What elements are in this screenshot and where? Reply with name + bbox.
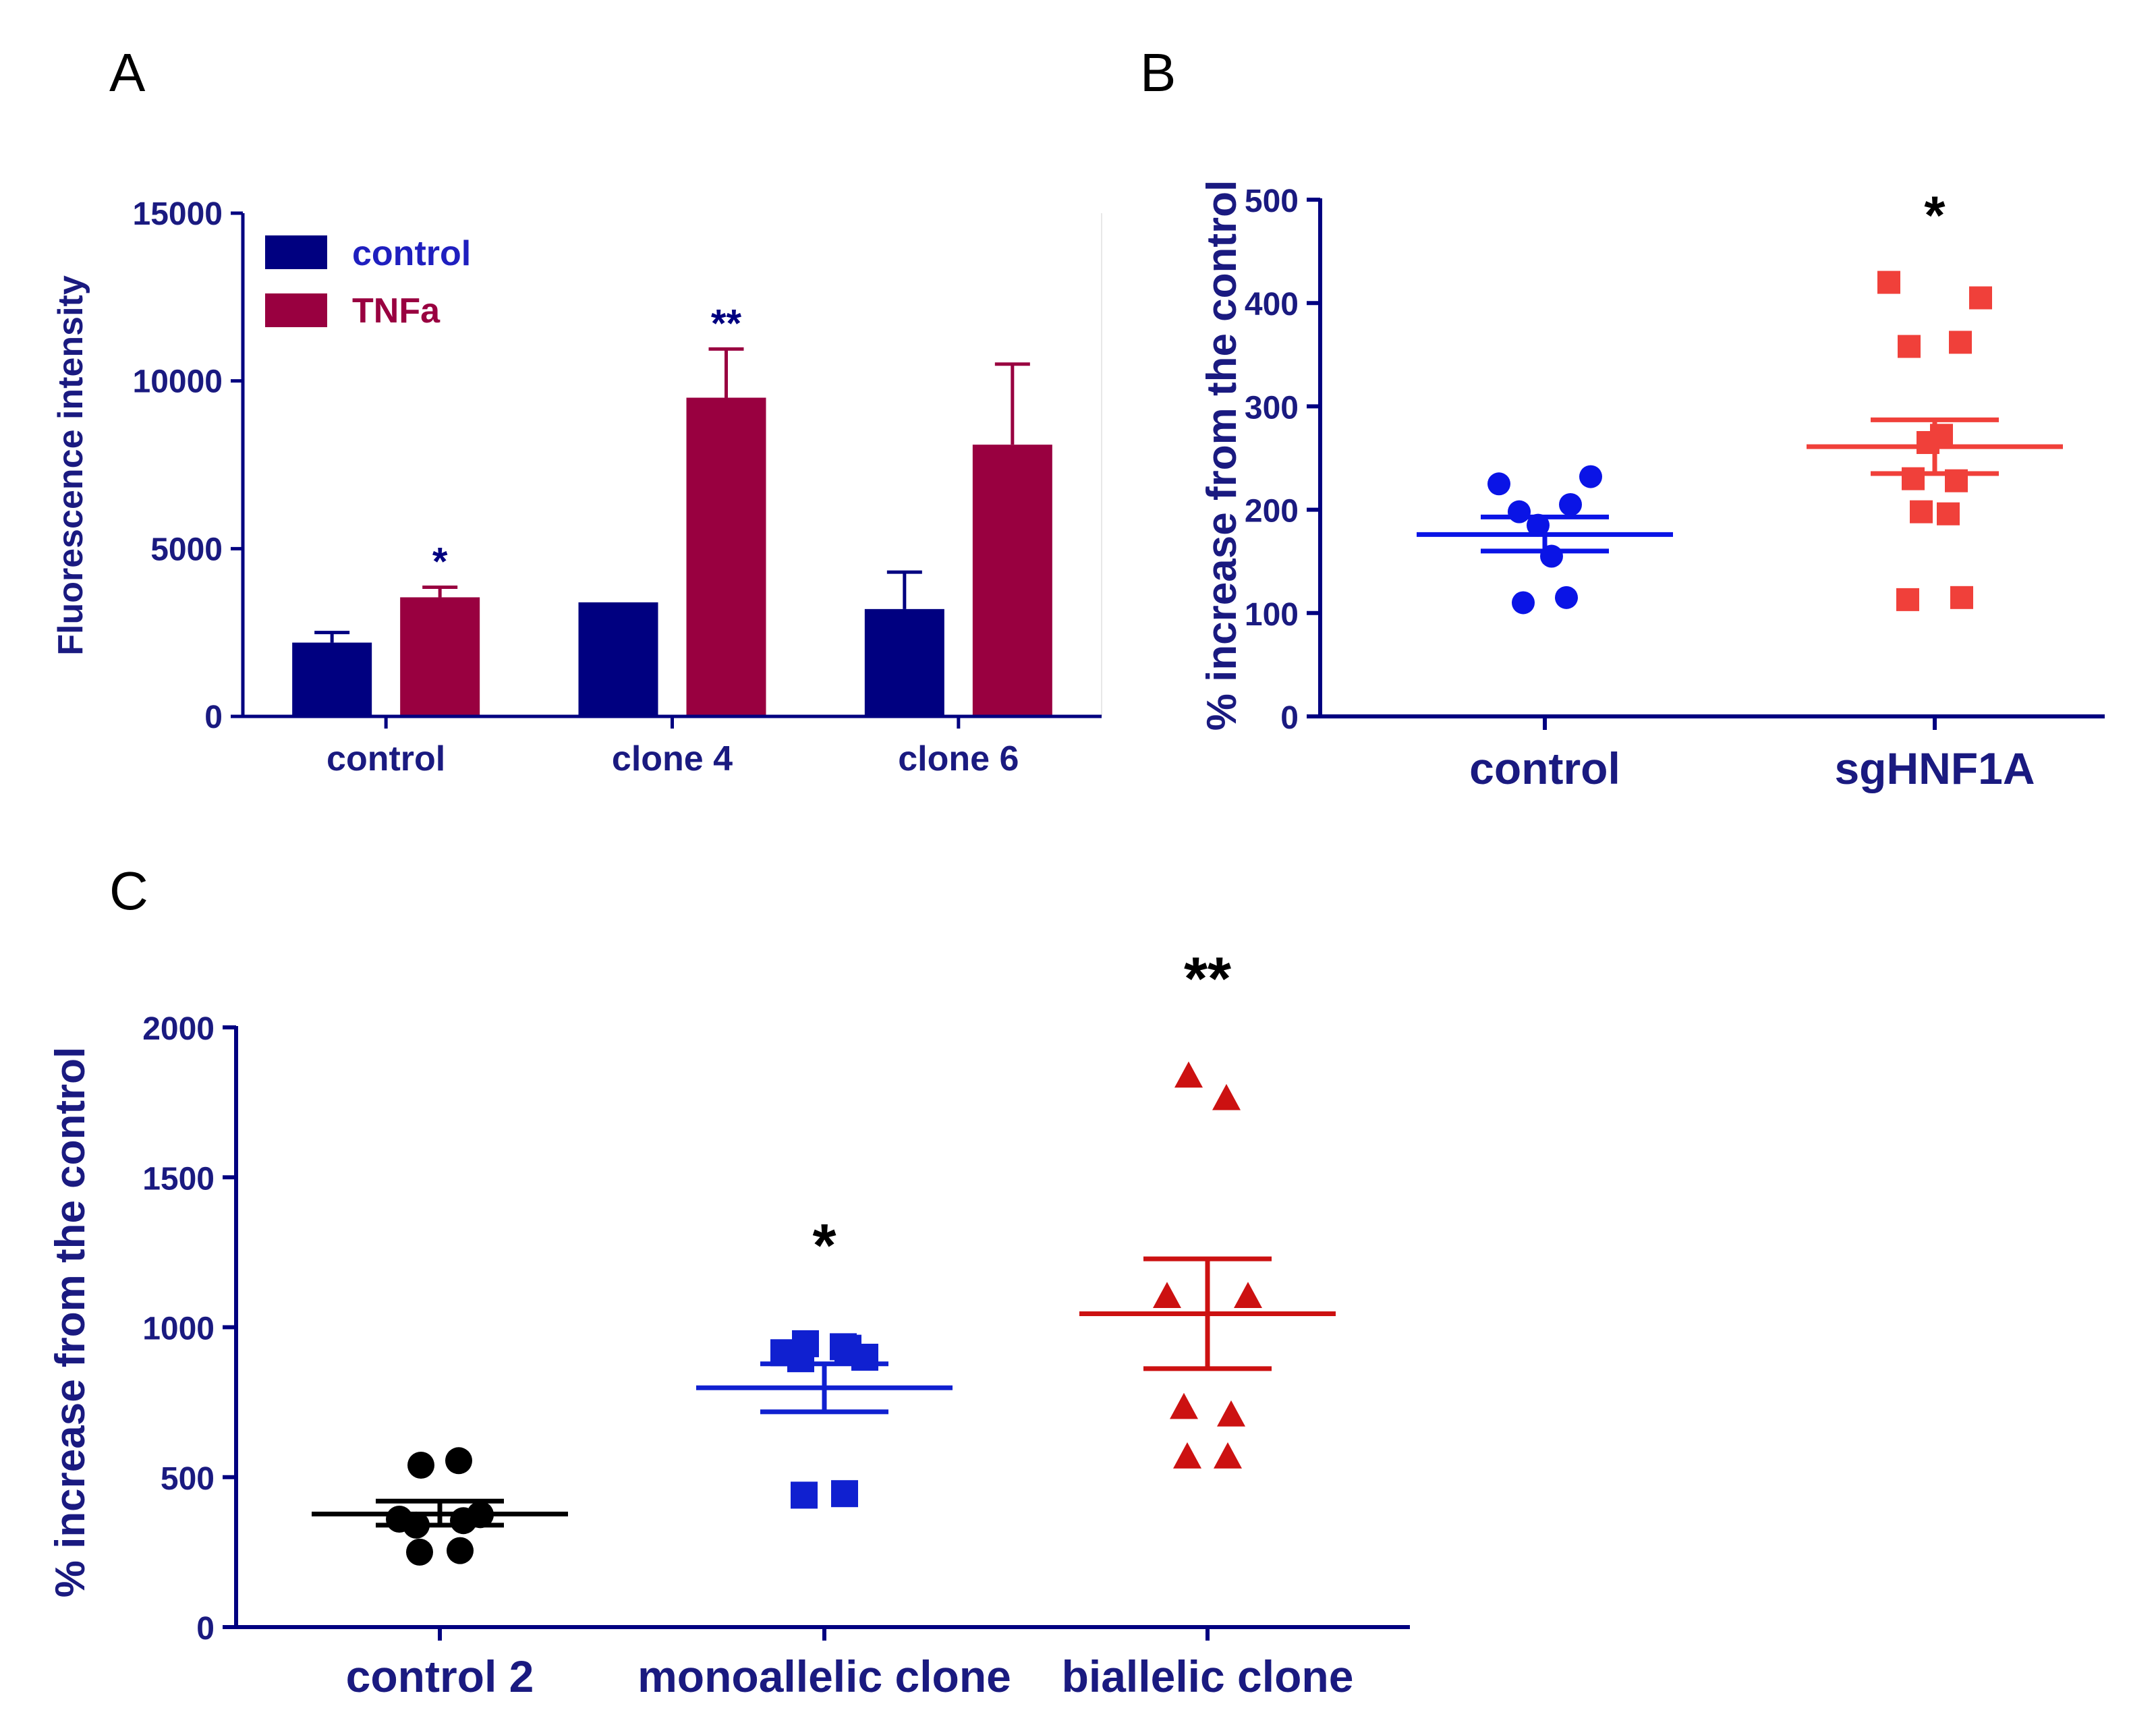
data-point-biallelic-clone [1170, 1392, 1198, 1419]
data-point-sghnf1a [1910, 500, 1933, 523]
panel-b-y-tick-label: 500 [1245, 183, 1299, 219]
panel-b-y-tick-label: 100 [1245, 597, 1299, 633]
panel-c-y-tick-label: 0 [196, 1611, 215, 1647]
data-point-monoallelic-clone [791, 1481, 818, 1509]
data-point-biallelic-clone [1234, 1282, 1262, 1309]
panel-b-y-tick-label: 200 [1245, 494, 1299, 530]
panel-a-significance-clone-4: ** [711, 302, 742, 345]
data-point-control-2 [447, 1537, 474, 1564]
panel-c-category-biallelic-clone: biallelic clone [1062, 1651, 1354, 1701]
legend-swatch-control [265, 235, 327, 269]
data-point-control-2 [407, 1451, 434, 1479]
panel-c-chart: 0 500 1000 1500 2000 control 2 monoallelic cl… [47, 945, 1410, 1701]
data-point-biallelic-clone [1214, 1442, 1242, 1469]
data-point-control [1508, 500, 1531, 523]
legend-label-tnfa: TNFa [352, 291, 441, 331]
panel-a-legend: control TNFa [265, 234, 471, 331]
data-point-control [1559, 492, 1582, 516]
panel-c-significance-monoallelic-clone: * [812, 1212, 836, 1280]
data-point-biallelic-clone [1174, 1061, 1203, 1088]
data-point-control [1579, 465, 1602, 488]
bar-tnfa-control [400, 597, 480, 716]
bar-tnfa-clone-6 [972, 445, 1052, 716]
panel-a-category-control: control [327, 739, 445, 778]
panel-c-category-control-2: control 2 [346, 1651, 534, 1701]
panel-b-y-tick-label: 400 [1245, 287, 1299, 322]
panel-c-y-tick-label: 500 [161, 1461, 215, 1497]
panel-a-category-clone-6: clone 6 [898, 739, 1019, 778]
data-point-sghnf1a [1896, 588, 1919, 611]
data-point-sghnf1a [1949, 331, 1972, 354]
data-point-monoallelic-clone [834, 1334, 861, 1362]
bar-control-control [292, 642, 372, 716]
data-point-sghnf1a [1950, 586, 1973, 609]
panel-label-c: C [109, 861, 148, 921]
panel-a-y-tick-label: 5000 [150, 532, 223, 567]
legend-swatch-tnfa [265, 293, 327, 327]
legend-label-control: control [352, 234, 471, 273]
panel-a-y-tick-label: 0 [204, 700, 223, 735]
data-point-control-2 [445, 1447, 472, 1475]
panel-a-significance-control: * [432, 540, 448, 584]
data-point-sghnf1a [1898, 335, 1921, 358]
data-point-control [1487, 472, 1510, 496]
panel-a-y-tick-label: 15000 [133, 196, 223, 232]
bar-tnfa-clone-4 [686, 397, 766, 716]
data-point-control [1555, 586, 1578, 609]
data-point-sghnf1a [1877, 271, 1900, 294]
data-point-sghnf1a [1969, 286, 1992, 310]
panel-c-y-axis-label: % increase from the control [47, 1047, 94, 1598]
panel-c-y-tick-label: 1000 [142, 1311, 215, 1347]
data-point-sghnf1a [1902, 467, 1925, 490]
panel-b-chart: 0 100 200 300 400 500 control sgHNF1A * % incr… [1199, 180, 2105, 793]
data-point-biallelic-clone [1153, 1282, 1181, 1309]
panel-label-b: B [1140, 42, 1176, 103]
data-point-biallelic-clone [1173, 1442, 1201, 1469]
bar-control-clone-6 [864, 608, 944, 716]
panel-b-category-control: control [1469, 743, 1620, 793]
panel-c-y-tick-label: 2000 [142, 1011, 215, 1047]
panel-label-a: A [109, 42, 146, 103]
panel-c-y-tick-label: 1500 [142, 1161, 215, 1197]
data-point-sghnf1a [1937, 502, 1960, 525]
panel-a-category-clone-4: clone 4 [612, 739, 733, 778]
data-point-monoallelic-clone [831, 1480, 858, 1508]
data-point-biallelic-clone [1212, 1083, 1241, 1110]
panel-c-category-monoallelic-clone: monoallelic clone [637, 1651, 1011, 1701]
data-point-control-2 [450, 1507, 477, 1535]
bar-control-clone-4 [578, 602, 658, 716]
data-point-biallelic-clone [1217, 1400, 1245, 1427]
panel-b-y-tick-label: 300 [1245, 390, 1299, 426]
panel-b-category-sghnf1a: sgHNF1A [1834, 743, 2035, 793]
panel-b-significance-sghnf1a: * [1924, 186, 1946, 246]
data-point-control [1512, 591, 1535, 615]
panel-a-y-tick-label: 10000 [133, 364, 223, 400]
data-point-control-2 [406, 1538, 433, 1566]
panel-b-y-axis-label: % increase from the control [1199, 180, 1245, 731]
data-point-monoallelic-clone [787, 1345, 814, 1373]
panel-c-significance-biallelic-clone: ** [1184, 945, 1231, 1013]
panel-a-y-axis-label: Fluorescence intensity [51, 275, 90, 656]
panel-b-y-tick-label: 0 [1280, 700, 1299, 736]
